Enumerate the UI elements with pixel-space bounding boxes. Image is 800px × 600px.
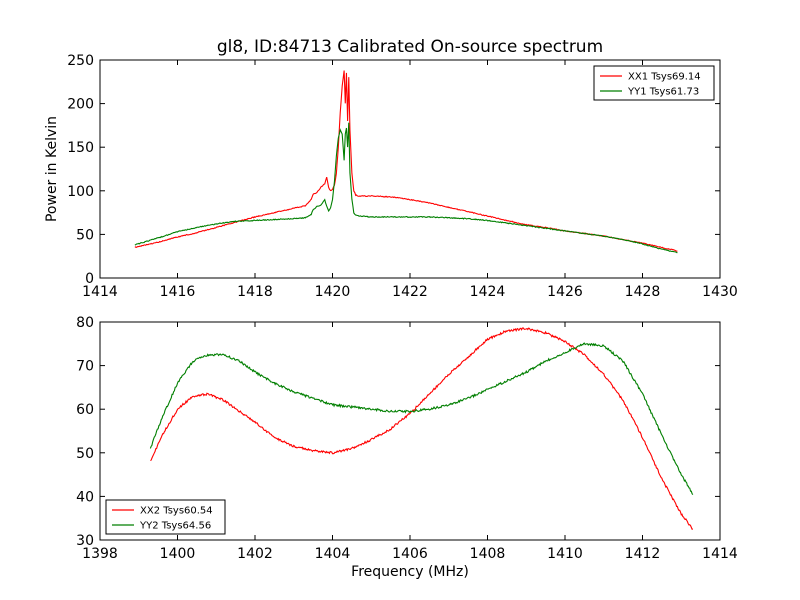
x-tick-label: 1402 [237,546,273,562]
x-tick-label: 1416 [160,284,196,300]
legend: XX1 Tsys69.14 YY1 Tsys61.73 [593,65,715,101]
legend-entry: YY1 Tsys61.73 [627,87,699,98]
series-line-1 [150,327,694,530]
x-tick-label: 1408 [470,546,506,562]
y-tick-label: 150 [67,140,94,156]
x-tick-label: 1404 [315,546,351,562]
chart-title: gl8, ID:84713 Calibrated On-source spect… [217,37,603,57]
x-tick-label: 1410 [547,546,583,562]
top-spectrum-chart: 1414 1416 1418 1420 1422 1424 1426 1428 1430 0 50 1… [44,37,738,300]
x-axis-label: Frequency (MHz) [351,564,469,580]
x-tick-label: 1420 [315,284,351,300]
legend-entry: XX1 Tsys69.14 [628,72,701,83]
y-tick-label: 100 [67,184,94,200]
y-tick-label: 50 [76,227,94,243]
y-tick-label: 200 [67,97,94,113]
y-tick-label: 70 [76,359,94,375]
x-tick-label: 1414 [702,546,738,562]
series-line-2 [149,342,694,495]
legend-box [105,499,226,535]
x-tick-label: 1426 [547,284,583,300]
y-tick-label: 50 [76,446,94,462]
y-axis-label: Power in Kelvin [44,116,60,222]
x-tick-label: 1430 [702,284,738,300]
x-tick-label: 1422 [392,284,428,300]
x-tick-label: 1418 [237,284,273,300]
legend: XX2 Tsys60.54 YY2 Tsys64.56 [105,499,226,535]
y-tick-label: 0 [85,271,94,287]
x-tick-label: 1400 [160,546,196,562]
x-tick-label: 1424 [470,284,506,300]
x-tick-label: 1428 [625,284,661,300]
x-tick-label: 1406 [392,546,428,562]
y-tick-label: 80 [76,315,94,331]
x-tick-label: 1412 [625,546,661,562]
y-tick-label: 60 [76,402,94,418]
y-tick-label: 30 [76,533,94,549]
x-tick-label: 1398 [82,546,118,562]
bottom-spectrum-chart: 1398 1400 1402 1404 1406 1408 1410 1412 1414 30 40… [76,315,738,580]
legend-entry: YY2 Tsys64.56 [139,521,211,532]
y-tick-label: 250 [67,53,94,69]
series-line-2 [134,122,678,254]
x-tick-label: 1414 [82,284,118,300]
y-tick-label: 40 [76,489,94,505]
legend-entry: XX2 Tsys60.54 [140,506,213,517]
legend-box [593,65,715,101]
